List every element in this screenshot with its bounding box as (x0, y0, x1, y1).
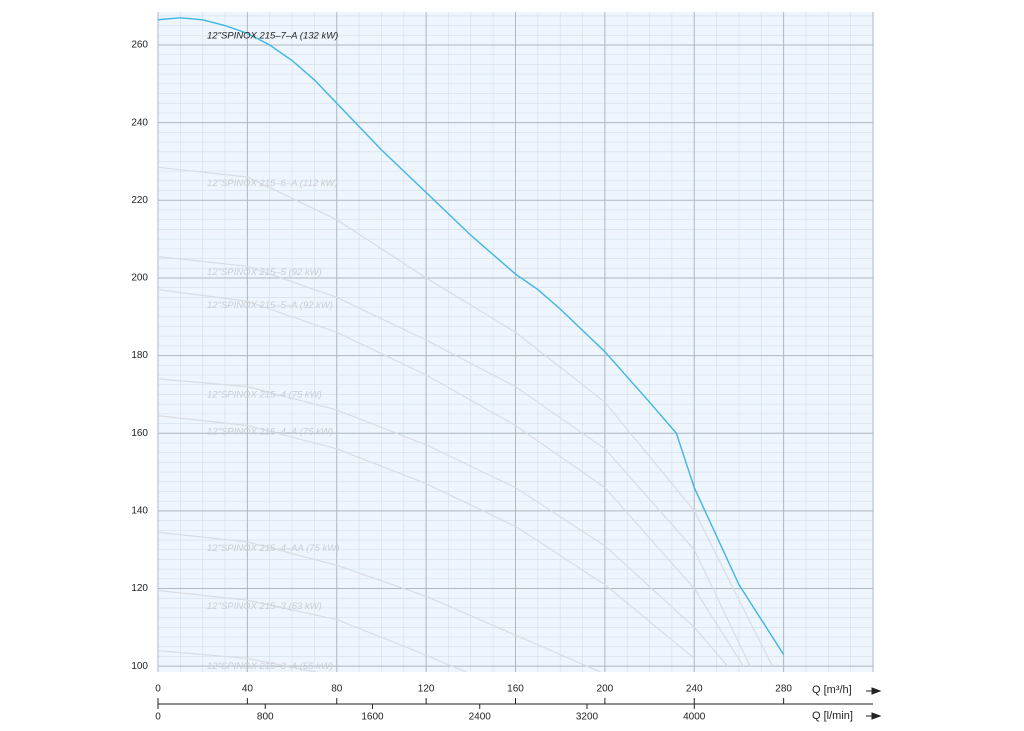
curve-label: 12"SPINOX 215–4 (75 kW) (207, 389, 322, 400)
curve-label: 12"SPINOX 215–4–A (75 kW) (207, 426, 333, 437)
curve (158, 415, 695, 659)
curves (158, 17, 785, 672)
x2-tick-label: 1600 (361, 712, 384, 723)
y-tick-label: 140 (131, 506, 148, 517)
x-tick-label: 240 (686, 684, 703, 695)
x-tick-label: 0 (155, 684, 161, 695)
x2-tick-label: 800 (257, 712, 274, 723)
y-tick-label: 100 (131, 661, 148, 672)
curve-label: 12"SPINOX 215–4–AA (75 kW) (207, 543, 339, 554)
y-tick-label: 120 (131, 583, 148, 594)
x-tick-label: 40 (242, 684, 254, 695)
y-tick-label: 240 (131, 117, 148, 128)
x-axis-label: Q [m³/h] (812, 684, 852, 696)
x2-axis-label: Q [l/min] (812, 710, 853, 722)
curve (158, 589, 468, 672)
x-tick-label: 120 (418, 684, 435, 695)
curve (158, 166, 773, 667)
curve-label: 12"SPINOX 215–3 (63 kW) (207, 601, 322, 612)
y-tick-label: 220 (131, 195, 148, 206)
curve (158, 288, 744, 667)
curve (158, 531, 602, 672)
major-grid (157, 12, 874, 672)
x2-tick-label: 2400 (469, 712, 492, 723)
curve-label: 12"SPINOX 215–5 (92 kW) (207, 267, 322, 278)
curve (158, 17, 785, 655)
curve-label: 12"SPINOX 215–3–A (55 kW) (207, 661, 333, 672)
curve (158, 255, 751, 667)
x2-tick-label: 0 (155, 712, 161, 723)
y-tick-label: 180 (131, 350, 148, 361)
y-tick-label: 160 (131, 428, 148, 439)
x-tick-label: 280 (775, 684, 792, 695)
curve (158, 378, 729, 667)
y-tick-label: 260 (131, 40, 148, 51)
x-tick-label: 160 (507, 684, 524, 695)
curve-label: 12"SPINOX 215–5–A (92 kW) (207, 300, 333, 311)
x-tick-label: 80 (331, 684, 343, 695)
curve (158, 650, 319, 672)
curve-label: 12"SPINOX 215–7–A (132 kW) (207, 30, 338, 41)
x2-tick-label: 3200 (576, 712, 599, 723)
x-tick-label: 200 (597, 684, 614, 695)
curve-label: 12"SPINOX 215–6–A (112 kW) (207, 178, 338, 189)
labels: 12"SPINOX 215–3–A (55 kW) 12"SPINOX 215–3… (207, 30, 339, 672)
x2-tick-label: 4000 (683, 712, 706, 723)
y-tick-label: 200 (131, 273, 148, 284)
